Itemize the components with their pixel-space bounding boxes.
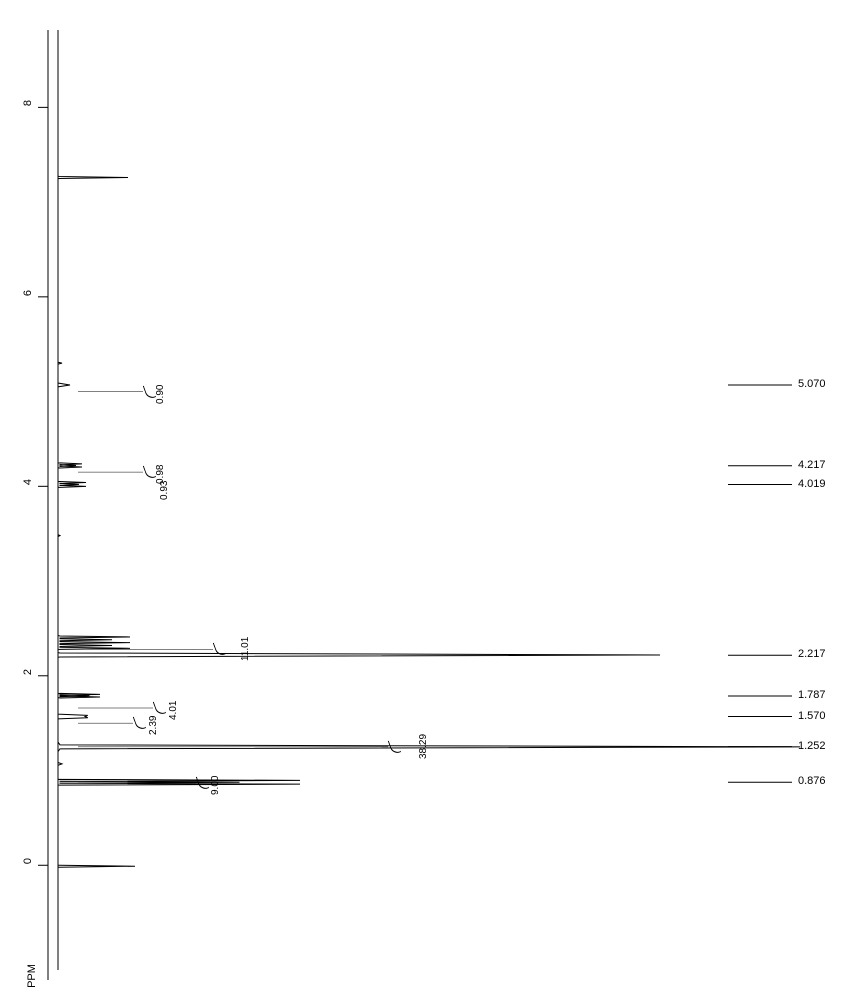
peak-label-0.876: 0.876: [798, 775, 826, 787]
nmr-spectrum-plot: [0, 0, 841, 1000]
integral-label-4.01: 4.01: [168, 701, 179, 720]
integral-label-38.29: 38.29: [418, 734, 429, 759]
axis-tick-6: 6: [22, 283, 34, 303]
axis-tick-0: 0: [22, 851, 34, 871]
integral-label-11.01: 11.01: [240, 637, 251, 661]
peak-label-4.019: 4.019: [798, 478, 826, 490]
peak-label-5.070: 5.070: [798, 378, 826, 390]
integral-label-9.00: 9.00: [210, 775, 221, 794]
axis-tick-2: 2: [22, 662, 34, 682]
peak-label-2.217: 2.217: [798, 648, 826, 660]
spectrum-svg: [0, 0, 841, 1000]
axis-title: PPM: [26, 964, 38, 988]
peak-label-4.217: 4.217: [798, 459, 826, 471]
integral-label-0.90: 0.90: [155, 384, 166, 403]
peak-label-1.787: 1.787: [798, 689, 826, 701]
axis-tick-8: 8: [22, 93, 34, 113]
peak-label-1.252: 1.252: [798, 740, 826, 752]
peak-label-1.570: 1.570: [798, 710, 826, 722]
axis-tick-4: 4: [22, 472, 34, 492]
integral-label-2.39: 2.39: [148, 716, 159, 735]
integral-label-0.93: 0.93: [159, 481, 170, 500]
